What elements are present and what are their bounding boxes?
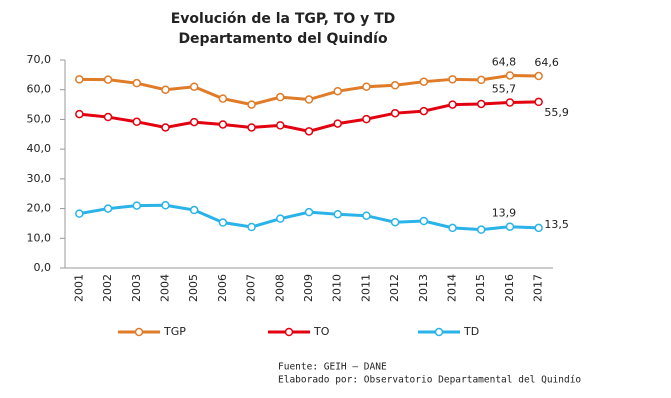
x-tick-label: 2016 [503, 274, 516, 302]
x-tick-label: 2011 [359, 274, 372, 302]
y-tick-label: 10,0 [27, 231, 52, 244]
x-tick-label: 2002 [101, 274, 114, 302]
point [505, 222, 515, 231]
y-tick-label: 60,0 [27, 83, 52, 96]
point [390, 108, 400, 118]
point [476, 99, 486, 109]
point [132, 201, 142, 210]
point [534, 71, 543, 81]
point [362, 114, 371, 124]
point [189, 82, 199, 91]
y-tick-label: 70,0 [27, 53, 52, 66]
point [189, 205, 199, 215]
x-tick-label: 2017 [532, 274, 545, 302]
x-tick-label: 2012 [388, 274, 401, 302]
chart-subtitle: Departamento del Quindío [178, 31, 388, 47]
point [534, 97, 543, 107]
x-tick-label: 2010 [331, 274, 344, 302]
point [132, 117, 142, 127]
data-label: 13,9 [492, 207, 517, 220]
series-line [79, 100, 539, 133]
chart-title: Evolución de la TGP, TO y TD [171, 11, 396, 27]
x-tick-label: 2013 [417, 274, 430, 302]
point [476, 225, 486, 234]
x-tick-label: 2015 [474, 274, 487, 302]
point [304, 207, 314, 217]
point [161, 201, 170, 210]
point [276, 214, 285, 223]
point [448, 100, 457, 109]
y-tick-label: 20,0 [27, 202, 52, 215]
legend-label: TD [463, 325, 479, 338]
point [390, 217, 400, 227]
point [103, 112, 113, 122]
point [276, 92, 285, 102]
y-tick-label: 0,0 [34, 261, 52, 274]
point [103, 75, 113, 84]
point [132, 78, 142, 88]
point [276, 121, 285, 130]
x-tick-label: 2004 [158, 274, 171, 302]
legend-marker [284, 327, 294, 337]
y-tick-label: 50,0 [27, 112, 52, 125]
x-tick-label: 2009 [302, 274, 315, 302]
point [75, 75, 84, 84]
x-tick-label: 2007 [245, 274, 258, 302]
point [161, 123, 170, 132]
point [333, 86, 342, 96]
point [304, 95, 314, 104]
point [75, 109, 84, 119]
x-tick-label: 2001 [72, 274, 85, 302]
legend-marker [134, 327, 144, 337]
point [505, 98, 515, 107]
point [362, 211, 371, 220]
point [304, 127, 314, 136]
x-tick-label: 2008 [273, 274, 286, 302]
point [247, 123, 256, 132]
source: Fuente: GEIH – DANE [278, 362, 387, 373]
data-label: 13,5 [544, 218, 569, 231]
legend-marker [434, 327, 444, 337]
data-label: 55,9 [544, 106, 569, 119]
point [247, 222, 256, 232]
x-tick-label: 2014 [446, 274, 459, 302]
credit: Elaborado por: Observatorio Departamenta… [278, 375, 581, 386]
point [333, 209, 342, 219]
point [362, 82, 371, 91]
data-label: 64,8 [492, 55, 517, 68]
point [247, 100, 256, 109]
y-tick-label: 30,0 [27, 172, 52, 185]
legend-label: TGP [163, 325, 186, 338]
point [103, 204, 113, 213]
legend-label: TO [313, 325, 330, 338]
point [419, 106, 429, 116]
x-tick-label: 2003 [130, 274, 143, 302]
y-tick-label: 40,0 [27, 142, 52, 155]
point [419, 77, 429, 86]
point [218, 94, 228, 103]
x-tick-label: 2006 [216, 274, 229, 302]
point [218, 218, 228, 227]
point [333, 119, 342, 128]
point [390, 81, 400, 90]
data-label: 64,6 [534, 56, 559, 69]
point [476, 75, 486, 85]
point [419, 216, 429, 226]
x-tick-label: 2005 [187, 274, 200, 302]
point [448, 223, 457, 233]
point [448, 75, 457, 84]
point [505, 71, 515, 80]
point [161, 85, 170, 94]
point [75, 209, 84, 218]
point [218, 120, 228, 129]
data-label: 55,7 [492, 82, 517, 95]
point [534, 223, 543, 233]
point [189, 117, 199, 127]
